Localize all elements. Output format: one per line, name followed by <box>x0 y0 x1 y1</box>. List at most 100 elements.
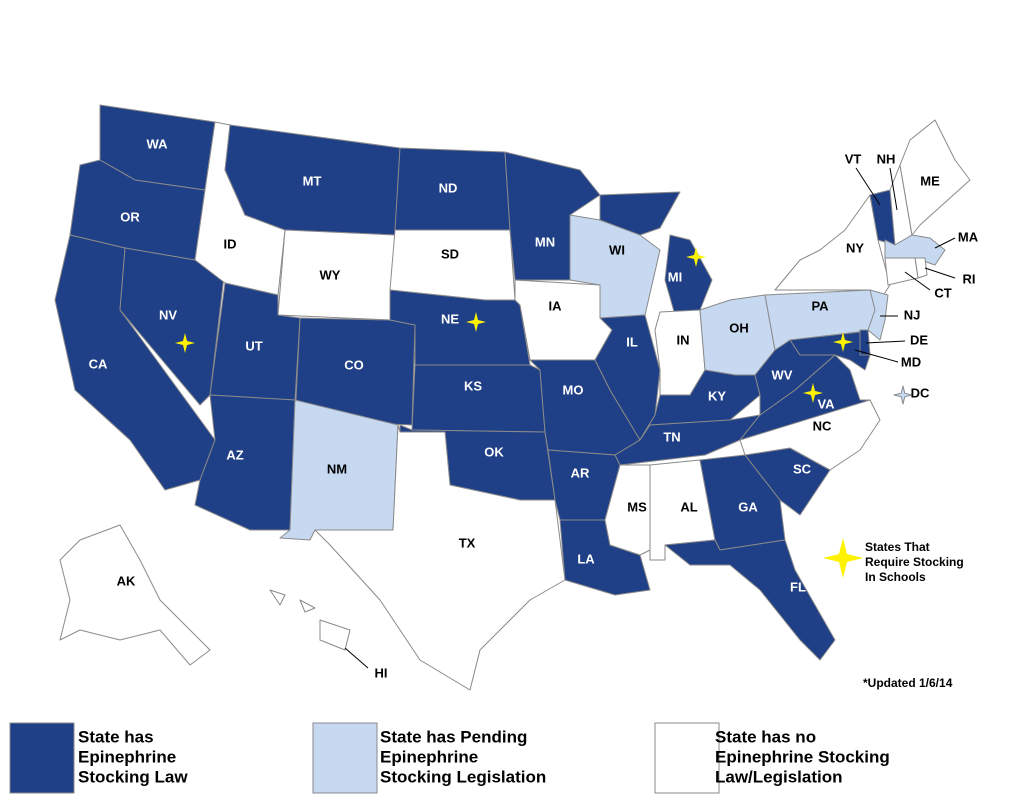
stocking-star <box>175 333 195 353</box>
state <box>314 424 566 691</box>
state-label: NE <box>441 311 459 326</box>
state-label: ME <box>920 173 940 188</box>
state-label: MI <box>668 269 682 284</box>
state-label: MS <box>627 499 647 514</box>
state-label: CO <box>344 357 364 372</box>
state-label: DE <box>910 332 928 347</box>
state-label: UT <box>245 338 262 353</box>
legend-label: Law/Legislation <box>715 767 843 786</box>
state <box>411 364 546 433</box>
state-label: WV <box>772 367 793 382</box>
state <box>884 257 919 286</box>
legend-label: Epinephrine <box>78 747 176 766</box>
state-label: DC <box>911 385 930 400</box>
state-label: RI <box>963 271 976 286</box>
state-label: ND <box>439 180 458 195</box>
state-label: CT <box>934 285 951 300</box>
leader-line <box>865 340 906 344</box>
legend-label: Epinephrine <box>380 747 478 766</box>
state <box>514 279 613 361</box>
state-label: OK <box>484 444 504 459</box>
state <box>299 599 316 613</box>
star-legend-label: In Schools <box>865 570 926 584</box>
labels: WA OR CA NV ID MT WY UT CO AZ NM ND SD NE KS OK TX MN IA MO… <box>89 136 979 680</box>
legend-label: State has <box>78 727 154 746</box>
state <box>194 394 296 531</box>
state-label: AL <box>680 499 697 514</box>
legend-label: Epinephrine Stocking <box>715 747 890 766</box>
legend-label: State has no <box>715 727 816 746</box>
legend-swatch <box>312 722 378 794</box>
state-label: IA <box>549 298 563 313</box>
state <box>319 619 351 651</box>
stocking-star <box>833 332 853 352</box>
star-legend-label: Require Stocking <box>865 555 964 569</box>
state-label: SD <box>441 246 459 261</box>
state-label: NC <box>813 418 832 433</box>
leader-line <box>924 267 956 279</box>
star-legend-label: States That <box>865 540 930 554</box>
leader-line <box>904 271 931 291</box>
state-label: LA <box>577 551 595 566</box>
state-label: AK <box>117 573 136 588</box>
state-label: WY <box>320 267 341 282</box>
state <box>59 524 211 666</box>
leader-line <box>934 237 956 249</box>
state-label: ID <box>224 236 237 251</box>
legend-label: Stocking Law <box>78 767 188 786</box>
leader-line <box>889 167 898 211</box>
state-label: IN <box>677 332 690 347</box>
state-label: OR <box>120 209 140 224</box>
state-label: MN <box>535 234 555 249</box>
state-label: OH <box>729 320 749 335</box>
state-label: TX <box>459 535 476 550</box>
state-label: NV <box>159 307 177 322</box>
state-label: HI <box>375 665 388 680</box>
state-label: MD <box>901 354 921 369</box>
state-label: SC <box>793 461 812 476</box>
state-label: MO <box>563 382 584 397</box>
state <box>664 539 836 661</box>
legend-label: State has Pending <box>380 727 527 746</box>
state-label: CA <box>89 356 108 371</box>
state <box>899 119 971 236</box>
state-label: NY <box>846 240 864 255</box>
states <box>54 104 971 691</box>
state <box>269 589 286 606</box>
state <box>893 385 913 405</box>
state-label: WI <box>609 242 625 257</box>
leader-line <box>854 349 899 363</box>
leader-line <box>855 167 881 206</box>
state-label: MA <box>958 229 979 244</box>
state <box>867 289 889 341</box>
state <box>389 229 516 301</box>
state-label: NH <box>877 151 896 166</box>
state-label: WA <box>147 136 169 151</box>
state-label: NJ <box>904 307 921 322</box>
update-note: *Updated 1/6/14 <box>863 676 953 690</box>
state-label: VA <box>817 396 835 411</box>
state-label: IL <box>626 334 638 349</box>
state-label: KY <box>708 388 726 403</box>
legend-swatch <box>9 722 75 794</box>
legend-star <box>823 538 863 578</box>
state-label: AR <box>571 465 590 480</box>
stocking-star <box>803 383 823 403</box>
state <box>599 191 681 236</box>
state-label: AZ <box>226 447 243 462</box>
state-label: NM <box>327 461 347 476</box>
state-label: PA <box>811 298 829 313</box>
state-label: VT <box>845 151 862 166</box>
state-label: TN <box>663 429 680 444</box>
stocking-star <box>686 247 706 267</box>
state-label: MT <box>303 173 322 188</box>
state-label: FL <box>790 579 806 594</box>
legend-swatch <box>654 722 720 794</box>
state-label: GA <box>738 499 758 514</box>
legend-label: Stocking Legislation <box>380 767 546 786</box>
state-label: KS <box>464 378 482 393</box>
leader-line <box>344 647 369 669</box>
stocking-star <box>466 312 486 332</box>
